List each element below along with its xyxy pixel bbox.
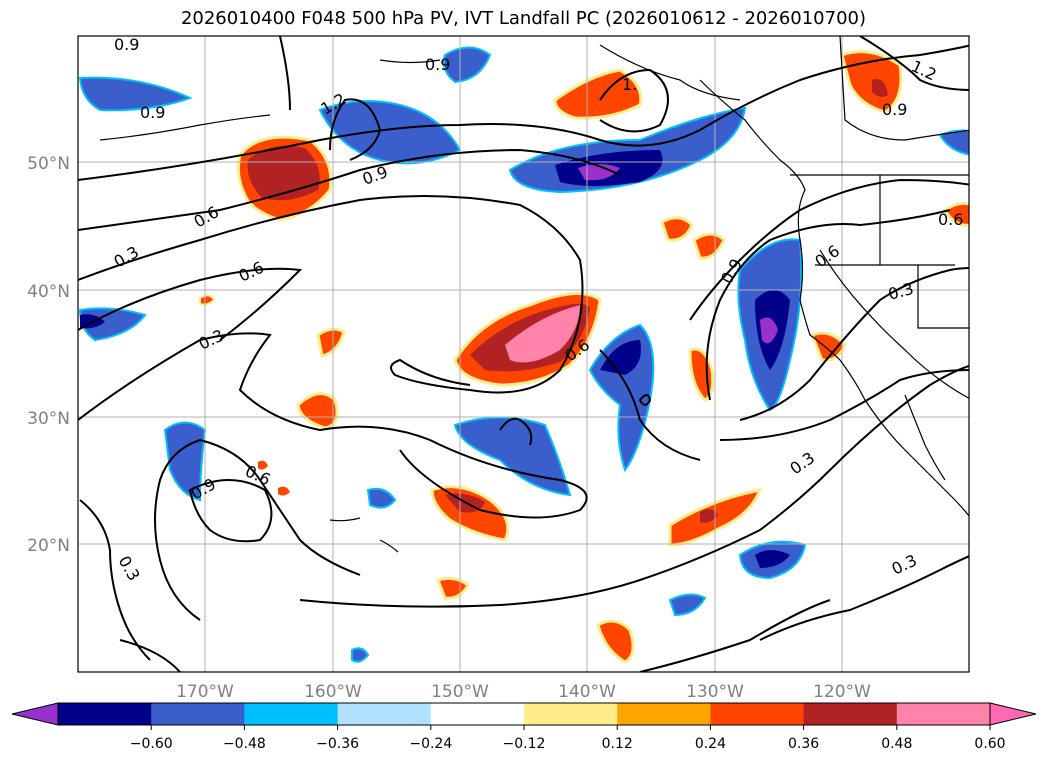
graticule bbox=[78, 36, 969, 672]
contour-label: 0.9 bbox=[425, 55, 450, 74]
coastlines bbox=[99, 36, 969, 553]
lon-label: 170°W bbox=[176, 682, 234, 702]
colorbar: −0.60 −0.48 −0.36 −0.24 −0.12 0.12 0.24 0.36 0.4… bbox=[11, 702, 1037, 752]
colorbar-segment bbox=[896, 703, 991, 725]
colorbar-tick-label: 0.12 bbox=[602, 736, 633, 752]
colorbar-tick-label: 0.36 bbox=[788, 736, 819, 752]
contour-label: 1. bbox=[622, 75, 637, 94]
lon-label: 150°W bbox=[431, 682, 489, 702]
contour-label: 0.6 bbox=[938, 210, 963, 229]
contour-label: 0.9 bbox=[882, 100, 907, 119]
lat-label: 30°N bbox=[27, 409, 70, 429]
colorbar-segment bbox=[58, 703, 152, 725]
colorbar-tick-label: 0.24 bbox=[695, 736, 726, 752]
colorbar-tick-label: −0.60 bbox=[130, 736, 173, 752]
colorbar-segment bbox=[430, 703, 525, 725]
colorbar-tick-label: 0.60 bbox=[974, 736, 1005, 752]
lon-label: 130°W bbox=[686, 682, 744, 702]
lon-label: 120°W bbox=[813, 682, 871, 702]
colorbar-tick-label: −0.48 bbox=[223, 736, 266, 752]
colorbar-extend-min bbox=[11, 702, 59, 726]
lon-label: 160°W bbox=[304, 682, 362, 702]
lat-label: 20°N bbox=[27, 536, 70, 556]
map-frame bbox=[77, 35, 970, 673]
colorbar-segment bbox=[337, 703, 432, 725]
colorbar-segment bbox=[803, 703, 898, 725]
colorbar-segment bbox=[617, 703, 711, 725]
colorbar-tick-label: −0.12 bbox=[503, 736, 546, 752]
latitude-labels: 50°N 40°N 30°N 20°N bbox=[27, 154, 70, 556]
colorbar-tick-label: 0.48 bbox=[881, 736, 912, 752]
colorbar-segment bbox=[710, 703, 805, 725]
colorbar-segment bbox=[151, 703, 245, 725]
contour-label: 0.9 bbox=[114, 35, 139, 54]
colorbar-segment bbox=[524, 703, 618, 725]
colorbar-tick-label: −0.36 bbox=[316, 736, 359, 752]
colorbar-segment bbox=[244, 703, 339, 725]
contour-lines bbox=[78, 36, 969, 672]
longitude-labels: 170°W 160°W 150°W 140°W 130°W 120°W bbox=[176, 682, 871, 702]
figure-title: 2026010400 F048 500 hPa PV, IVT Landfall… bbox=[180, 8, 867, 29]
lat-label: 40°N bbox=[27, 282, 70, 302]
contour-label: 0.9 bbox=[140, 103, 165, 122]
lat-label: 50°N bbox=[27, 154, 70, 174]
colorbar-extend-max bbox=[989, 702, 1037, 726]
colorbar-tick-label: −0.24 bbox=[409, 736, 452, 752]
lon-label: 140°W bbox=[558, 682, 616, 702]
